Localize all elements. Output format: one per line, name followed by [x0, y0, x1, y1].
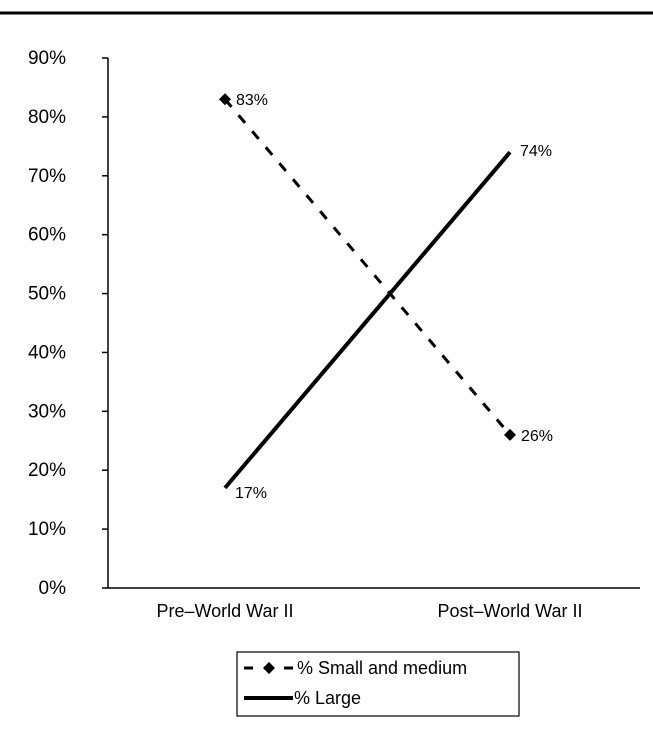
y-tick-label: 30%: [28, 401, 66, 422]
small-medium-point-marker: [504, 428, 516, 441]
series-layer: [219, 93, 516, 490]
legend-swatch-diamond-marker: [263, 662, 275, 674]
y-tick-label: 40%: [28, 342, 66, 363]
data-label: 74%: [520, 143, 552, 160]
large-series-line: [223, 150, 512, 490]
y-tick-label: 50%: [28, 284, 66, 305]
y-tick-label: 60%: [28, 225, 66, 246]
axes: 0% 10% 20% 30% 40% 50% 60% 70% 80% 90% Pre–World W…: [28, 48, 640, 621]
data-label: 26%: [521, 428, 553, 445]
x-tick-label: Post–World War II: [437, 601, 582, 621]
data-labels: 83% 26% 17% 74%: [235, 92, 553, 502]
small-medium-series-line: [223, 98, 512, 436]
legend: % Small and medium % Large: [236, 651, 520, 717]
data-label: 83%: [236, 92, 268, 109]
y-tick-label: 20%: [28, 460, 66, 481]
small-medium-point-marker: [219, 93, 231, 106]
legend-box: [236, 651, 520, 717]
legend-label-small-medium: % Small and medium: [297, 658, 467, 678]
y-tick-label: 90%: [28, 48, 66, 69]
y-tick-label: 0%: [39, 578, 67, 599]
legend-label-large: % Large: [294, 688, 361, 708]
y-tick-label: 80%: [28, 107, 66, 128]
data-label: 17%: [235, 485, 267, 502]
x-tick-label: Pre–World War II: [156, 601, 293, 621]
y-tick-label: 10%: [28, 519, 66, 540]
y-tick-label: 70%: [28, 166, 66, 187]
